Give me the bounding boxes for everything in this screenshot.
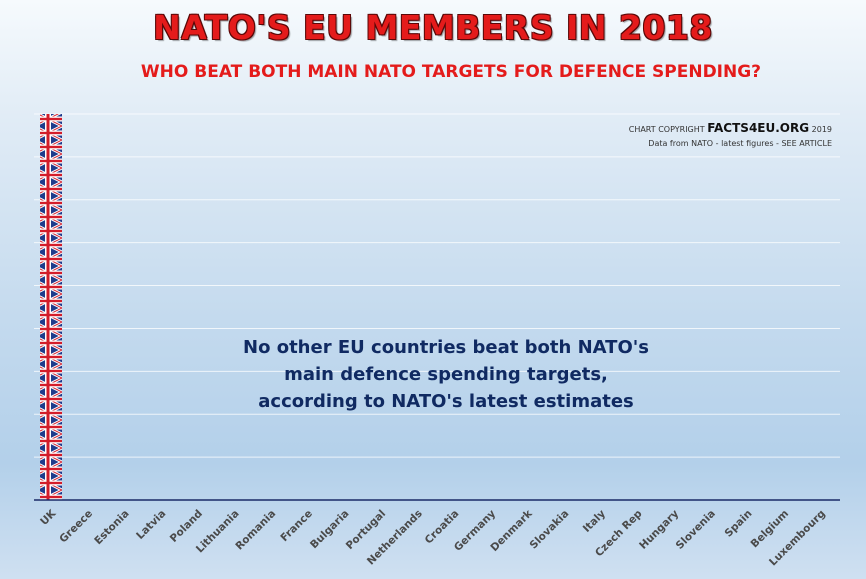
chart-annotation: No other EU countries beat both NATO's m… <box>226 334 666 415</box>
tick-label-uk: UK <box>38 507 59 528</box>
tick-label-poland: Poland <box>168 508 205 545</box>
bar-uk <box>40 114 62 500</box>
copyright-year: 2019 <box>811 125 832 134</box>
gridlines <box>34 113 840 458</box>
tick-label-slovakia: Slovakia <box>528 508 572 552</box>
tick-label-spain: Spain <box>723 508 755 540</box>
tick-label-latvia: Latvia <box>134 508 168 542</box>
tick-label-estonia: Estonia <box>92 508 131 547</box>
chart-title: NATO'S EU MEMBERS IN 2018 <box>153 8 713 47</box>
copyright-prefix: CHART COPYRIGHT <box>628 125 705 134</box>
tick-label-greece: Greece <box>57 508 95 546</box>
bars <box>40 114 62 500</box>
tick-label-france: France <box>278 508 314 544</box>
copyright-brand: FACTS4EU.ORG <box>707 121 810 135</box>
copyright-note: CHART COPYRIGHT FACTS4EU.ORG 2019 Data f… <box>629 121 832 148</box>
tick-label-italy: Italy <box>581 508 608 535</box>
tick-label-slovenia: Slovenia <box>674 508 718 552</box>
chart-subtitle: WHO BEAT BOTH MAIN NATO TARGETS FOR DEFE… <box>140 62 762 82</box>
annotation-line-2: main defence spending targets, <box>284 364 608 385</box>
annotation-line-3: according to NATO's latest estimates <box>258 391 634 412</box>
tick-label-romania: Romania <box>233 508 278 553</box>
annotation-line-1: No other EU countries beat both NATO's <box>243 337 649 358</box>
data-source-note: Data from NATO - latest figures - SEE AR… <box>648 139 832 148</box>
